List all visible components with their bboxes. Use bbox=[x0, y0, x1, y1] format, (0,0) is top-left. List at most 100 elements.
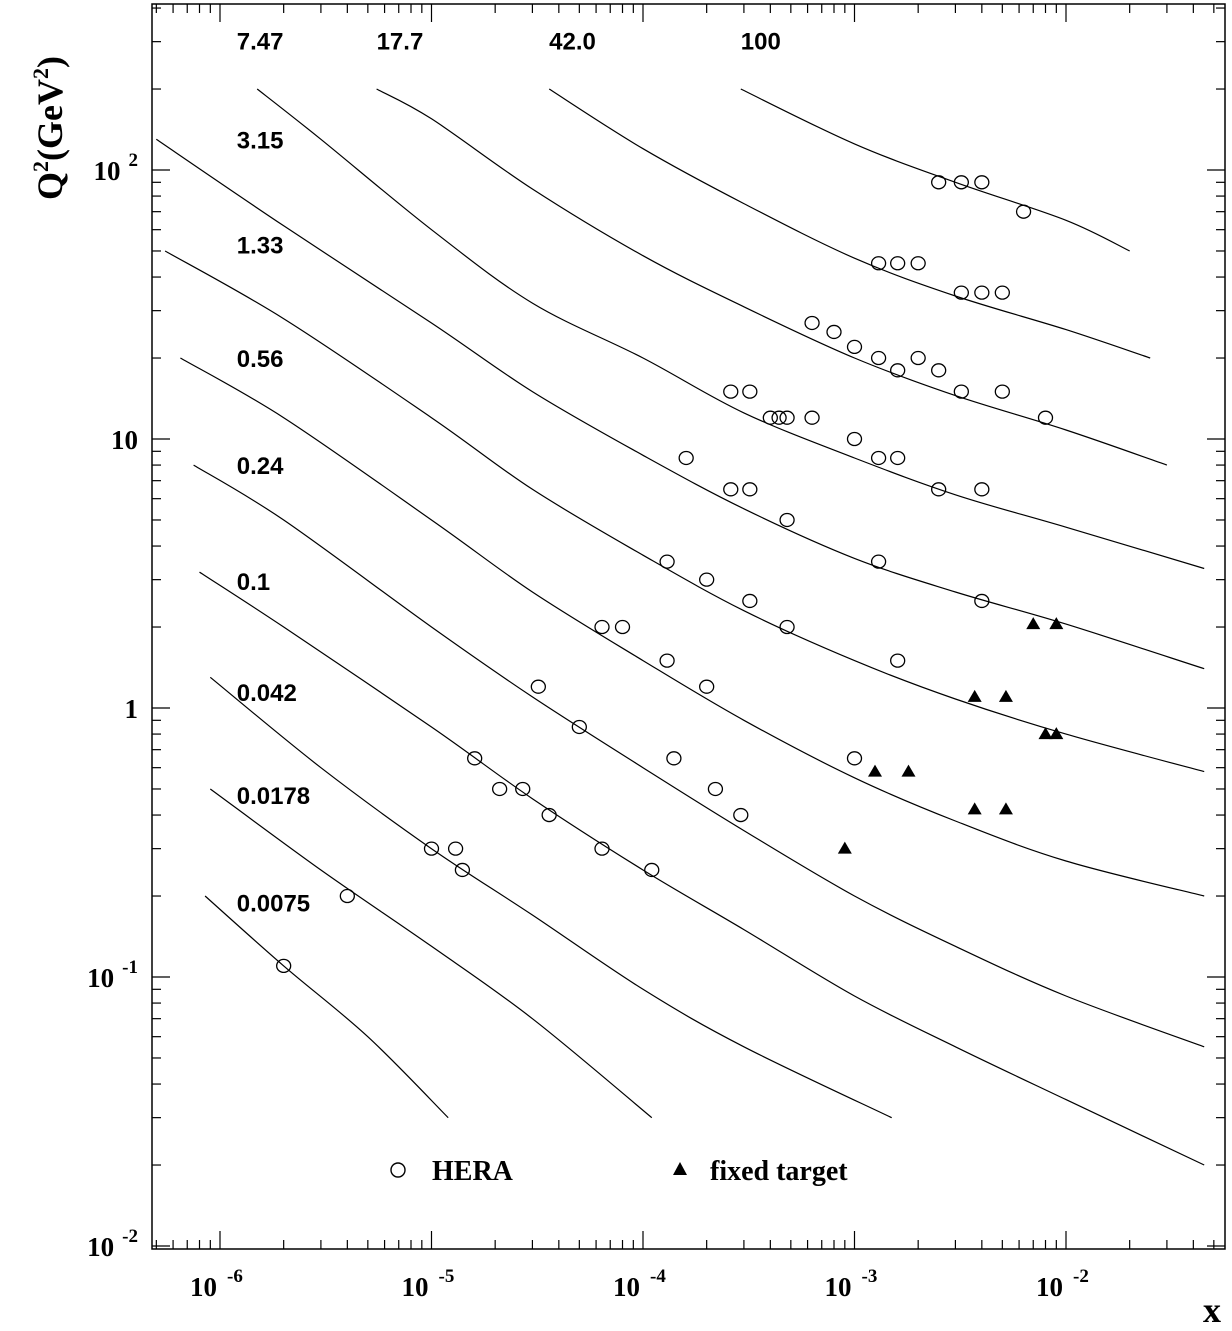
hera-point bbox=[659, 554, 675, 569]
legend-fixed-target-marker bbox=[673, 1162, 687, 1175]
y-axis-title-base: Q bbox=[30, 172, 70, 200]
hera-point bbox=[846, 339, 863, 355]
hera-point bbox=[974, 482, 990, 497]
hera-point bbox=[870, 450, 887, 466]
y-tick-label: 1 bbox=[125, 694, 139, 724]
y-axis-title-sup1: 2 bbox=[28, 161, 53, 172]
curve-label-7.47: 7.47 bbox=[237, 29, 284, 56]
hera-point bbox=[826, 324, 842, 340]
curve-7.47 bbox=[256, 88, 1205, 570]
fixed-target-point bbox=[1049, 727, 1064, 740]
x-tick-labels: 10 -6 10 -5 10 -4 10 -3 10 -2 bbox=[190, 1266, 1089, 1302]
hera-point bbox=[467, 751, 483, 766]
hera-point bbox=[733, 807, 749, 823]
y-axis-title: Q2(GeV2) bbox=[28, 56, 70, 200]
hera-point bbox=[870, 350, 887, 366]
fixed-target-point bbox=[967, 689, 982, 702]
hera-point bbox=[779, 619, 795, 635]
hera-point bbox=[276, 958, 292, 974]
hera-point bbox=[541, 807, 557, 823]
hera-point bbox=[974, 285, 990, 300]
hera-point bbox=[974, 175, 990, 190]
curve-0.24 bbox=[193, 464, 1205, 1048]
hera-point bbox=[699, 572, 715, 587]
hera-point bbox=[846, 431, 863, 447]
y-axis-title-unit: (GeV bbox=[30, 79, 70, 161]
curve-42.0 bbox=[548, 88, 1151, 359]
hera-point bbox=[931, 175, 947, 190]
curve-label-100: 100 bbox=[741, 29, 781, 56]
hera-point bbox=[953, 285, 969, 300]
hera-point bbox=[771, 410, 787, 425]
curve-label-0.56: 0.56 bbox=[237, 346, 284, 373]
legend-hera-marker bbox=[390, 1162, 406, 1178]
hera-point bbox=[910, 350, 926, 366]
fixed-target-point bbox=[998, 802, 1013, 815]
x-tick-label: 10 -5 bbox=[402, 1266, 455, 1302]
hera-point bbox=[339, 888, 355, 904]
hera-point bbox=[491, 781, 508, 797]
hera-point bbox=[678, 450, 694, 466]
fixed-target-point bbox=[1026, 617, 1041, 630]
curve-100 bbox=[740, 88, 1130, 252]
hera-point bbox=[953, 175, 969, 190]
hera-point bbox=[953, 384, 969, 399]
hera-point bbox=[723, 482, 739, 497]
hera-point bbox=[910, 256, 926, 271]
curve-labels-group: 0.0075 0.0178 0.042 0.1 0.24 0.56 1.33 3.15 7.47… bbox=[237, 29, 781, 918]
hera-point bbox=[1015, 204, 1032, 219]
curve-label-0.24: 0.24 bbox=[237, 453, 284, 480]
fixed-target-point bbox=[1038, 727, 1053, 740]
curve-label-3.15: 3.15 bbox=[237, 128, 284, 155]
y-tick-label: 10 2 bbox=[94, 150, 139, 186]
hera-point bbox=[890, 653, 906, 668]
legend: HERA fixed target bbox=[390, 1156, 848, 1187]
hera-point bbox=[994, 384, 1010, 399]
hera-point bbox=[931, 482, 947, 497]
hera-point bbox=[594, 619, 610, 635]
hera-point bbox=[571, 719, 587, 735]
hera-point bbox=[804, 315, 820, 331]
y-tick-label: 10 -1 bbox=[87, 957, 138, 993]
fixed-target-point bbox=[967, 802, 982, 815]
curve-label-17.7: 17.7 bbox=[377, 29, 424, 56]
curve-0.56 bbox=[180, 357, 1205, 897]
data-markers-group bbox=[276, 175, 1064, 974]
x-tick-label: 10 -3 bbox=[825, 1266, 878, 1302]
curve-0.042 bbox=[209, 676, 892, 1119]
curve-label-0.042: 0.042 bbox=[237, 680, 297, 707]
hera-point bbox=[666, 751, 682, 766]
y-tick-label: 10 -2 bbox=[87, 1226, 138, 1262]
y-axis-title-sup2: 2 bbox=[28, 68, 53, 79]
hera-point bbox=[846, 751, 863, 766]
hera-point bbox=[870, 256, 887, 271]
curve-label-1.33: 1.33 bbox=[237, 232, 284, 259]
curve-label-0.0178: 0.0178 bbox=[237, 783, 310, 810]
hera-point bbox=[890, 363, 906, 378]
curve-1.33 bbox=[164, 250, 1205, 773]
y-tick-labels: 10 2 10 1 10-1 10-2 bbox=[87, 150, 138, 1262]
hera-point bbox=[723, 384, 739, 399]
curve-0.0075 bbox=[204, 895, 449, 1119]
curve-label-42.0: 42.0 bbox=[549, 29, 596, 56]
curve-3.15 bbox=[155, 138, 1205, 670]
hera-point bbox=[1037, 410, 1054, 425]
fixed-target-point bbox=[998, 689, 1013, 702]
y-axis-title-close: ) bbox=[30, 56, 70, 68]
hera-point bbox=[779, 410, 795, 425]
hera-point bbox=[423, 841, 440, 856]
hera-point bbox=[994, 285, 1010, 300]
hera-point bbox=[890, 450, 906, 466]
hera-point bbox=[659, 653, 675, 668]
hera-point bbox=[762, 410, 778, 425]
hera-point bbox=[447, 841, 464, 856]
hera-point bbox=[530, 679, 546, 694]
x-axis-title: x bbox=[1203, 1290, 1221, 1330]
hera-point bbox=[870, 554, 887, 569]
legend-hera-label: HERA bbox=[432, 1156, 514, 1187]
fixed-target-point bbox=[837, 841, 852, 854]
hera-point bbox=[614, 619, 631, 635]
axis-ticks bbox=[152, 4, 1225, 1249]
curve-17.7 bbox=[376, 88, 1168, 466]
